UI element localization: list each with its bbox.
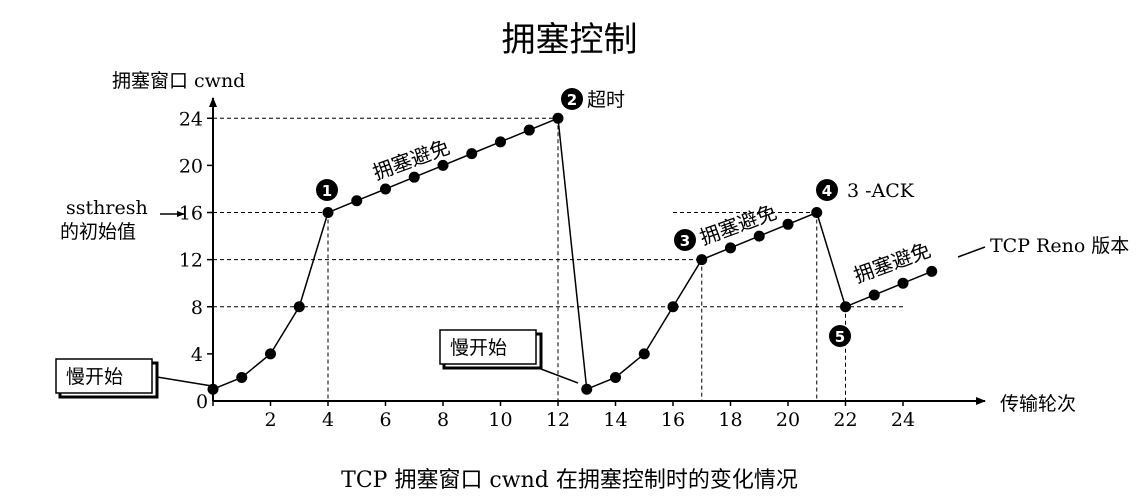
y-tick-label: 24 [179, 108, 203, 130]
x-tick-label: 8 [437, 409, 449, 431]
data-point [495, 136, 506, 148]
x-tick-label: 10 [488, 409, 512, 431]
y-tick-label: 4 [191, 344, 203, 366]
slow-start-box-2: 慢开始 [439, 329, 543, 370]
three-ack-label: 3 -ACK [847, 180, 915, 202]
data-point [351, 195, 363, 207]
data-point [265, 348, 276, 360]
x-tick-label: 14 [603, 409, 627, 431]
data-point [236, 371, 248, 383]
slow-start-pointer-2 [540, 368, 579, 384]
y-tick-label: 8 [191, 297, 203, 319]
data-point [868, 289, 880, 301]
grid-dashes [213, 117, 903, 401]
congestion-avoidance-label-3: 拥塞避免 [851, 238, 934, 288]
marker-1: 1 [316, 179, 338, 201]
x-tick-label: 2 [264, 409, 276, 431]
marker-2: 2 超时 [561, 88, 625, 111]
data-point [696, 254, 708, 266]
page-title: 拥塞控制 [501, 20, 638, 60]
tcp-reno-label: TCP Reno 版本 [990, 235, 1129, 257]
svg-text:5: 5 [835, 328, 845, 346]
data-point [408, 171, 420, 183]
svg-text:3: 3 [680, 232, 690, 250]
x-tick-label: 22 [833, 409, 857, 431]
origin-label: 0 [196, 391, 208, 413]
x-axis-label: 传输轮次 [1000, 393, 1076, 415]
data-point [610, 371, 621, 383]
data-point [840, 301, 851, 313]
data-points [207, 112, 938, 395]
data-point [466, 148, 478, 160]
y-ticks: 4 8 12 16 20 24 [179, 108, 213, 366]
tcp-reno-pointer [957, 246, 986, 258]
marker-3: 3 [674, 229, 696, 251]
data-point [667, 301, 679, 313]
x-tick-label: 6 [379, 409, 391, 431]
x-tick-label: 16 [661, 409, 685, 431]
y-axis-label: 拥塞窗口 cwnd [112, 70, 245, 92]
svg-text:4: 4 [822, 182, 832, 200]
timeout-label: 超时 [587, 89, 625, 111]
x-tick-label: 4 [322, 409, 334, 431]
congestion-avoidance-label-2: 拥塞避免 [697, 200, 780, 250]
data-point [380, 183, 391, 195]
data-point [753, 230, 765, 242]
slow-start-pointer-1 [156, 376, 213, 387]
data-point [293, 301, 305, 313]
data-point [897, 277, 909, 289]
data-point [207, 383, 219, 395]
slow-start-label: 慢开始 [66, 366, 123, 388]
svg-text:1: 1 [322, 182, 332, 200]
data-point [782, 218, 794, 230]
ssthresh-label-sub: 的初始值 [60, 221, 136, 243]
data-point [638, 348, 650, 360]
cwnd-curve [212, 117, 933, 391]
x-tick-label: 12 [546, 409, 570, 431]
x-ticks: 2 4 6 8 10 12 14 16 18 20 22 24 [212, 401, 915, 431]
marker-4: 4 3 -ACK [816, 179, 915, 202]
data-point [552, 112, 564, 124]
x-tick-label: 18 [718, 409, 742, 431]
y-tick-label: 16 [179, 203, 203, 225]
data-point [523, 124, 535, 136]
slow-start-label: 慢开始 [450, 337, 507, 359]
x-tick-label: 24 [891, 409, 915, 431]
x-tick-label: 20 [776, 409, 800, 431]
data-point [926, 265, 938, 277]
svg-text:2: 2 [567, 91, 577, 109]
ssthresh-label: ssthresh [66, 197, 148, 219]
data-point [581, 383, 593, 395]
marker-5: 5 [829, 325, 851, 347]
data-point [725, 242, 736, 254]
data-point [811, 207, 823, 219]
data-point [437, 159, 449, 171]
figure-caption: TCP 拥塞窗口 cwnd 在拥塞控制时的变化情况 [341, 468, 798, 493]
slow-start-box-1: 慢开始 [55, 358, 159, 399]
y-tick-label: 20 [179, 155, 203, 177]
y-tick-label: 12 [179, 250, 203, 272]
data-point [322, 207, 334, 219]
